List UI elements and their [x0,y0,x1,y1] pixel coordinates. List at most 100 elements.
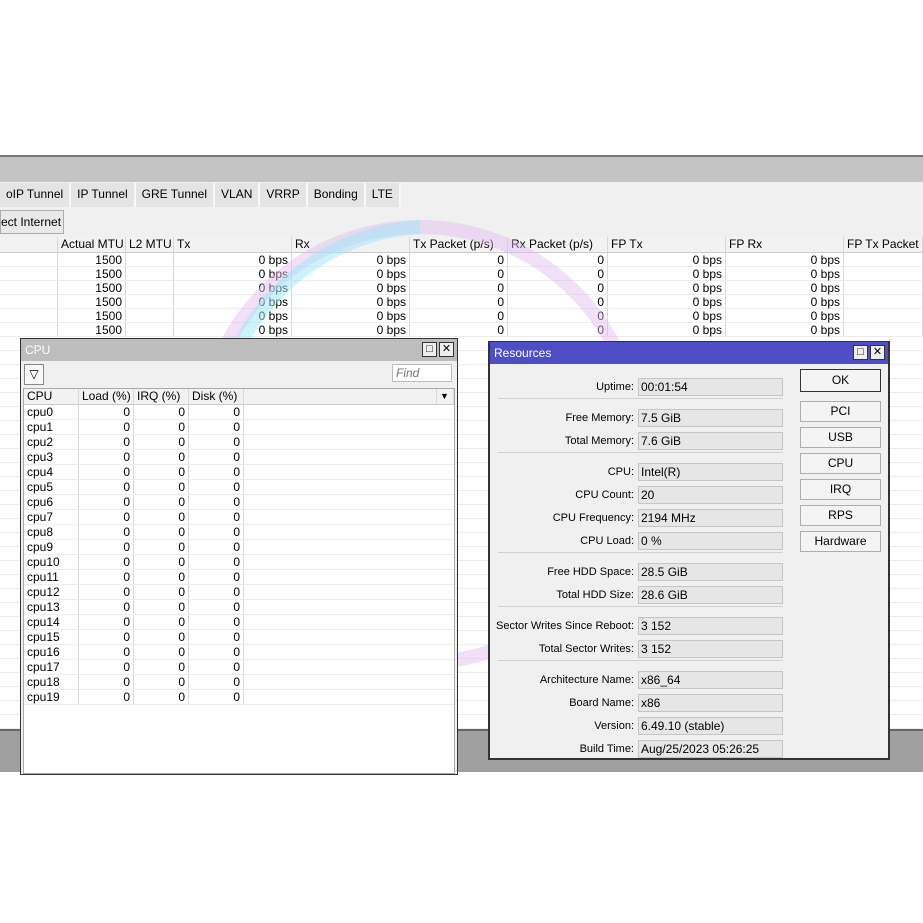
detect-internet-button[interactable]: ect Internet [0,210,64,234]
title-bar[interactable] [0,157,923,182]
cpu-row[interactable]: cpu8 0 0 0 [24,525,454,540]
cpu-row[interactable]: cpu6 0 0 0 [24,495,454,510]
pci-button[interactable]: PCI [800,401,881,422]
table-row[interactable] [0,449,923,463]
table-row[interactable] [0,659,923,673]
cpu-row[interactable]: cpu15 0 0 0 [24,630,454,645]
maximize-button[interactable]: □ [422,342,437,357]
close-button[interactable]: ✕ [439,342,454,357]
table-row[interactable]: 1500 0 bps 0 bps 0 0 0 bps 0 bps [0,281,923,295]
table-row[interactable] [0,603,923,617]
tab-bar: oIP Tunnel IP Tunnel GRE Tunnel VLAN VRRP Bon… [0,183,401,207]
table-row[interactable]: 1500 0 bps 0 bps 0 0 0 bps 0 bps [0,323,923,337]
table-row[interactable] [0,533,923,547]
column-header[interactable]: L2 MTU [126,237,174,252]
table-row[interactable] [0,519,923,533]
column-header[interactable]: CPU [24,389,79,404]
table-row[interactable] [0,463,923,477]
table-row[interactable] [0,631,923,645]
tab-gre-tunnel[interactable]: GRE Tunnel [135,183,216,207]
cpu-cell: 0 [189,615,244,629]
column-header[interactable]: Rx Packet (p/s) [508,237,608,252]
cpu-row[interactable]: cpu12 0 0 0 [24,585,454,600]
table-cell [126,323,174,336]
cpu-row[interactable]: cpu11 0 0 0 [24,570,454,585]
cpu-cell: 0 [134,585,189,599]
cpu-row[interactable]: cpu4 0 0 0 [24,465,454,480]
cpu-row[interactable]: cpu7 0 0 0 [24,510,454,525]
cpu-row[interactable]: cpu0 0 0 0 [24,405,454,420]
cpu-cell: 0 [79,435,134,449]
tab-oip-tunnel[interactable]: oIP Tunnel [0,183,72,207]
table-row[interactable] [0,505,923,519]
cpu-row[interactable]: cpu18 0 0 0 [24,675,454,690]
find-input[interactable] [392,364,452,382]
table-row[interactable] [0,337,923,351]
table-row[interactable] [0,491,923,505]
cpu-row[interactable]: cpu17 0 0 0 [24,660,454,675]
cpu-window-title[interactable]: CPU □ ✕ [21,339,457,361]
table-row[interactable] [0,351,923,365]
column-header[interactable]: Disk (%) [189,389,244,404]
table-row[interactable]: 1500 0 bps 0 bps 0 0 0 bps 0 bps [0,253,923,267]
column-header[interactable]: Tx Packet (p/s) [410,237,508,252]
irq-button[interactable]: IRQ [800,479,881,500]
close-button[interactable]: ✕ [870,345,885,360]
cpu-row[interactable]: cpu19 0 0 0 [24,690,454,705]
tab-vrrp[interactable]: VRRP [260,183,308,207]
cpu-row[interactable]: cpu5 0 0 0 [24,480,454,495]
tab-ip-tunnel[interactable]: IP Tunnel [71,183,136,207]
column-header[interactable] [0,237,58,252]
table-row[interactable] [0,407,923,421]
table-row[interactable] [0,421,923,435]
column-header[interactable]: FP Rx [726,237,844,252]
table-row[interactable]: 1500 0 bps 0 bps 0 0 0 bps 0 bps [0,295,923,309]
table-row[interactable] [0,673,923,687]
table-row[interactable] [0,617,923,631]
filter-button[interactable]: ▽ [24,364,44,385]
ok-button[interactable]: OK [800,369,881,392]
table-cell [0,323,58,336]
table-row[interactable] [0,393,923,407]
table-row[interactable] [0,645,923,659]
table-row[interactable] [0,561,923,575]
column-header[interactable]: Actual MTU [58,237,126,252]
table-row[interactable] [0,379,923,393]
column-header[interactable]: Load (%) [79,389,134,404]
column-header[interactable]: FP Tx Packet [844,237,923,252]
usb-button[interactable]: USB [800,427,881,448]
table-row[interactable] [0,715,923,729]
table-row[interactable]: 1500 0 bps 0 bps 0 0 0 bps 0 bps [0,309,923,323]
tab-bonding[interactable]: Bonding [307,183,366,207]
cpu-row[interactable]: cpu3 0 0 0 [24,450,454,465]
column-header[interactable]: Rx [292,237,410,252]
cpu-row[interactable]: cpu10 0 0 0 [24,555,454,570]
table-row[interactable] [0,435,923,449]
resources-window-title[interactable]: Resources □ ✕ [490,342,888,364]
rps-button[interactable]: RPS [800,505,881,526]
field-value: 6.49.10 (stable) [638,717,783,735]
tab-lte[interactable]: LTE [365,183,401,207]
column-header[interactable]: Tx [174,237,292,252]
table-row[interactable] [0,589,923,603]
column-header[interactable]: FP Tx [608,237,726,252]
cpu-row[interactable]: cpu2 0 0 0 [24,435,454,450]
table-row[interactable] [0,365,923,379]
cpu-button[interactable]: CPU [800,453,881,474]
table-row[interactable] [0,687,923,701]
hardware-button[interactable]: Hardware [800,531,881,552]
table-row[interactable] [0,547,923,561]
cpu-row[interactable]: cpu14 0 0 0 [24,615,454,630]
column-header[interactable]: IRQ (%) [134,389,189,404]
tab-vlan[interactable]: VLAN [215,183,261,207]
cpu-row[interactable]: cpu9 0 0 0 [24,540,454,555]
table-row[interactable] [0,701,923,715]
column-chooser-button[interactable]: ▼ [437,389,454,404]
cpu-row[interactable]: cpu13 0 0 0 [24,600,454,615]
cpu-row[interactable]: cpu1 0 0 0 [24,420,454,435]
table-row[interactable]: 1500 0 bps 0 bps 0 0 0 bps 0 bps [0,267,923,281]
table-row[interactable] [0,477,923,491]
table-row[interactable] [0,575,923,589]
cpu-row[interactable]: cpu16 0 0 0 [24,645,454,660]
maximize-button[interactable]: □ [853,345,868,360]
